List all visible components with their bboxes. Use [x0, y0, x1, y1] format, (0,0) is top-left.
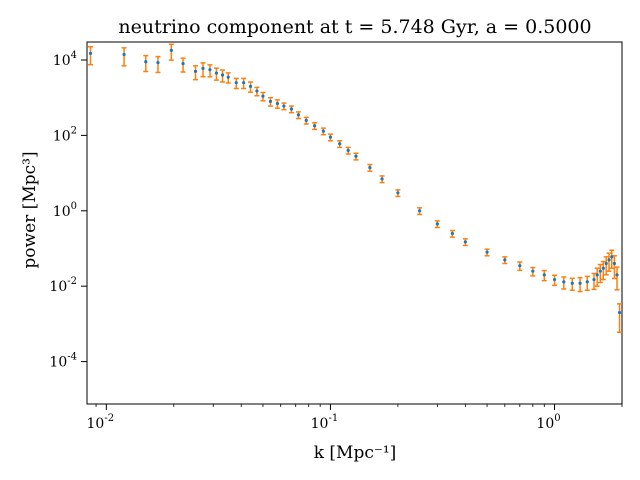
data-point: [275, 101, 280, 106]
data-point: [234, 81, 238, 85]
data-point: [463, 240, 467, 244]
data-point: [248, 84, 253, 88]
data-point: [282, 104, 286, 108]
x-tick-label: 10-1: [311, 413, 339, 432]
data-point: [595, 273, 599, 277]
data-point: [338, 142, 342, 146]
y-axis-ticks: 10-4 10-2 100 102 104: [49, 50, 87, 371]
data-point: [531, 269, 535, 273]
data-point: [552, 277, 557, 282]
data-point: [88, 51, 93, 55]
y-tick-label: 104: [53, 50, 77, 69]
data-point: [368, 165, 372, 170]
data-point: [607, 258, 611, 262]
errorbar-layer: [87, 43, 623, 334]
data-point: [450, 231, 454, 236]
data-point: [289, 107, 294, 111]
x-tick-label: 100: [536, 413, 560, 432]
data-point: [328, 135, 333, 139]
data-point: [503, 258, 507, 262]
data-point: [610, 255, 614, 259]
data-point: [380, 177, 384, 181]
y-tick-label: 10-4: [49, 352, 77, 371]
data-point: [418, 209, 422, 213]
plot-area: [86, 41, 623, 405]
data-point: [598, 269, 602, 273]
data-point: [617, 310, 622, 315]
data-point: [201, 66, 205, 70]
x-axis-label: k [Mpc⁻¹]: [314, 443, 397, 463]
data-point: [542, 273, 546, 277]
data-point: [346, 148, 350, 152]
data-point: [242, 81, 246, 85]
data-point: [604, 261, 608, 266]
y-tick-label: 10-2: [49, 276, 77, 295]
data-point: [156, 61, 160, 65]
data-point: [255, 89, 259, 93]
data-point: [122, 52, 126, 57]
data-point: [226, 75, 230, 79]
chart-title: neutrino component at t = 5.748 Gyr, a =…: [118, 16, 591, 38]
data-point: [585, 280, 589, 284]
data-point: [313, 124, 317, 128]
data-point: [321, 129, 325, 133]
y-axis-label: power [Mpc³]: [20, 151, 40, 268]
data-point: [562, 280, 566, 284]
data-point: [193, 69, 198, 73]
data-point: [214, 71, 219, 75]
data-point: [396, 191, 400, 195]
data-point: [208, 68, 212, 72]
plot-frame: [86, 41, 623, 405]
data-point: [169, 48, 173, 52]
data-point: [578, 281, 582, 285]
data-point: [220, 73, 225, 77]
data-point: [304, 118, 308, 122]
data-point: [261, 94, 265, 98]
data-point: [435, 222, 439, 226]
y-tick-label: 102: [53, 125, 77, 144]
data-point: [268, 99, 273, 103]
data-point: [518, 264, 522, 268]
data-point: [601, 266, 605, 270]
x-tick-label: 10-2: [87, 413, 115, 432]
point-layer: [88, 48, 622, 315]
data-point: [181, 62, 185, 66]
y-tick-label: 100: [53, 201, 77, 220]
data-point: [485, 250, 489, 254]
data-point: [354, 154, 358, 158]
data-point: [296, 113, 301, 117]
data-point: [612, 261, 617, 266]
data-point: [592, 277, 596, 282]
data-point: [615, 273, 619, 277]
x-axis-ticks: 10-2 10-1 100: [87, 404, 623, 432]
data-point: [144, 60, 148, 64]
data-point: [570, 281, 574, 285]
